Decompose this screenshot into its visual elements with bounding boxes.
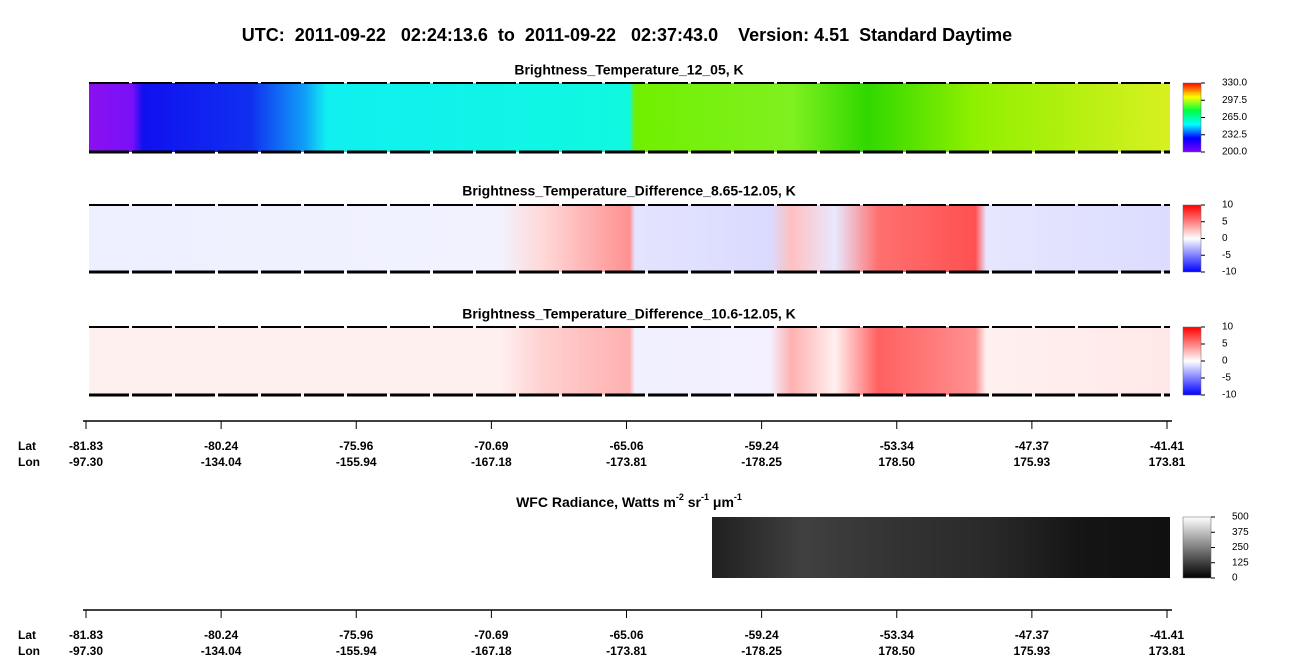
- heatmap-image: [89, 205, 1170, 272]
- axis-tick-label: -53.34: [880, 439, 914, 453]
- axis-tick-label: -53.34: [880, 628, 914, 642]
- colorbar-tick-label: -10: [1222, 267, 1237, 278]
- axis-tick-label: -178.25: [741, 455, 782, 469]
- axis-tick-label: 173.81: [1149, 455, 1186, 469]
- axis-tick-label: -134.04: [201, 455, 242, 469]
- colorbar-tick-label: 250: [1232, 542, 1249, 553]
- colorbar-tick-label: 10: [1222, 322, 1234, 333]
- axis-tick-label: -167.18: [471, 455, 512, 469]
- axis-row-label: Lon: [18, 455, 40, 469]
- axis-row-label: Lat: [18, 439, 36, 453]
- axis-tick-label: -75.96: [339, 439, 373, 453]
- axis-tick-label: -97.30: [69, 644, 103, 658]
- axis-tick-label: -80.24: [204, 439, 238, 453]
- axis-tick-label: -70.69: [474, 628, 508, 642]
- colorbar: [1182, 516, 1212, 579]
- heatmap-image: [89, 83, 1170, 152]
- axis-tick-label: -81.83: [69, 439, 103, 453]
- axis-tick-label: 178.50: [878, 455, 915, 469]
- axis-tick-label: -155.94: [336, 455, 377, 469]
- axis-tick-label: 178.50: [878, 644, 915, 658]
- panel-title: Brightness_Temperature_Difference_8.65-1…: [462, 183, 796, 199]
- axis-row-label: Lat: [18, 628, 36, 642]
- superscript: -2: [676, 492, 684, 502]
- colorbar: [1182, 204, 1202, 273]
- superscript: -1: [701, 492, 709, 502]
- axis-tick-label: 175.93: [1014, 455, 1051, 469]
- axis-tick-label: -47.37: [1015, 628, 1049, 642]
- panel-title: Brightness_Temperature_12_05, K: [514, 62, 743, 78]
- axis-tick-label: -59.24: [745, 628, 779, 642]
- axis-tick-label: -59.24: [745, 439, 779, 453]
- superscript: -1: [734, 492, 742, 502]
- panel-title: WFC Radiance, Watts m-2 sr-1 μm-1: [516, 492, 742, 509]
- colorbar-tick-label: 5: [1222, 216, 1228, 227]
- colorbar-tick-label: -5: [1222, 250, 1231, 261]
- axis-tick-label: -97.30: [69, 455, 103, 469]
- axis-tick-label: -41.41: [1150, 439, 1184, 453]
- axis-tick-label: -155.94: [336, 644, 377, 658]
- axis-tick-label: -70.69: [474, 439, 508, 453]
- axis-tick-label: -80.24: [204, 628, 238, 642]
- colorbar: [1182, 326, 1202, 396]
- axis-tick-label: -65.06: [609, 628, 643, 642]
- panel-title: Brightness_Temperature_Difference_10.6-1…: [462, 306, 796, 322]
- axis-row-label: Lon: [18, 644, 40, 658]
- axis-tick-label: -167.18: [471, 644, 512, 658]
- colorbar: [1182, 82, 1202, 153]
- axis-tick-label: -65.06: [609, 439, 643, 453]
- colorbar-tick-label: 10: [1222, 200, 1234, 211]
- heatmap-image: [712, 517, 1170, 578]
- title-part: sr: [684, 494, 702, 510]
- axis-tick-label: -75.96: [339, 628, 373, 642]
- axis-tick-label: -81.83: [69, 628, 103, 642]
- colorbar-tick-label: 297.5: [1222, 95, 1247, 106]
- colorbar-tick-label: 0: [1222, 233, 1228, 244]
- axis-tick-label: -173.81: [606, 455, 647, 469]
- title-part: μm: [709, 494, 734, 510]
- axis-tick-label: -178.25: [741, 644, 782, 658]
- axis-tick-label: -134.04: [201, 644, 242, 658]
- colorbar-tick-label: 375: [1232, 527, 1249, 538]
- colorbar-tick-label: 232.5: [1222, 129, 1247, 140]
- colorbar-tick-label: -10: [1222, 390, 1237, 401]
- colorbar-tick-label: -5: [1222, 373, 1231, 384]
- axis-tick-label: 173.81: [1149, 644, 1186, 658]
- colorbar-tick-label: 330.0: [1222, 78, 1247, 89]
- axis-tick-label: -41.41: [1150, 628, 1184, 642]
- colorbar-tick-label: 125: [1232, 557, 1249, 568]
- axis-tick-label: -173.81: [606, 644, 647, 658]
- colorbar-tick-label: 265.0: [1222, 112, 1247, 123]
- axis-tick-label: 175.93: [1014, 644, 1051, 658]
- heatmap-image: [89, 327, 1170, 395]
- colorbar-tick-label: 500: [1232, 512, 1249, 523]
- colorbar-tick-label: 0: [1222, 356, 1228, 367]
- figure-title: UTC: 2011-09-22 02:24:13.6 to 2011-09-22…: [242, 25, 1012, 45]
- colorbar-tick-label: 0: [1232, 573, 1238, 584]
- colorbar-tick-label: 5: [1222, 339, 1228, 350]
- colorbar-tick-label: 200.0: [1222, 147, 1247, 158]
- axis-tick-label: -47.37: [1015, 439, 1049, 453]
- title-part: WFC Radiance, Watts m: [516, 494, 676, 510]
